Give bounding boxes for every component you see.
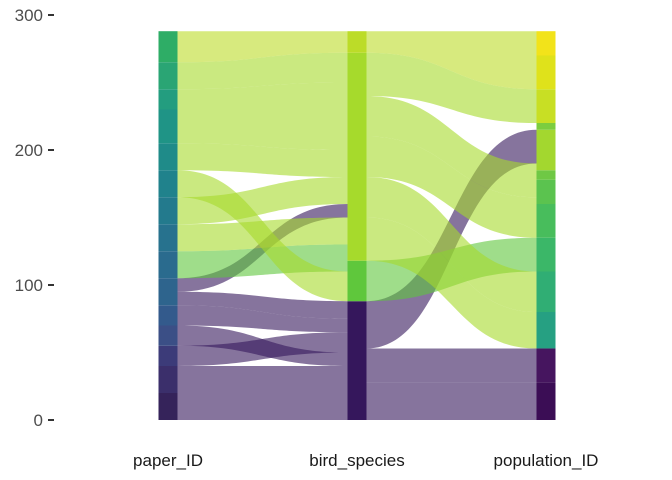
flow-paper-to-species <box>177 393 348 420</box>
x-axis: paper_ID bird_species population_ID <box>133 451 598 470</box>
stratum-paper-ID <box>158 325 178 346</box>
flow-species-to-population <box>366 382 537 420</box>
y-tick-label: 0 <box>34 411 43 430</box>
stratum-paper-ID <box>158 305 178 326</box>
stratum-paper-ID <box>158 197 178 225</box>
y-tick-label: 100 <box>15 276 43 295</box>
strata-group <box>158 31 556 420</box>
stratum-paper-ID <box>158 345 178 366</box>
flow-paper-to-species <box>177 82 348 110</box>
stratum-paper-ID <box>158 62 178 90</box>
stratum-bird-species <box>347 31 367 53</box>
flow-species-to-population <box>366 136 537 238</box>
stratum-population-ID <box>536 382 556 420</box>
flow-species-to-population <box>366 52 537 123</box>
stratum-paper-ID <box>158 366 178 393</box>
flow-paper-to-species <box>177 52 348 90</box>
stratum-bird-species <box>347 260 367 302</box>
flows-left-group <box>177 31 348 420</box>
stratum-population-ID <box>536 123 556 130</box>
stratum-paper-ID <box>158 393 178 420</box>
stratum-population-ID <box>536 31 556 56</box>
flow-species-to-population <box>366 96 537 198</box>
stratum-population-ID <box>536 312 556 349</box>
flow-species-to-population <box>366 177 537 312</box>
y-tick-label: 300 <box>15 6 43 25</box>
flow-species-to-population <box>366 348 537 383</box>
stratum-paper-ID <box>158 251 178 279</box>
flow-paper-to-species <box>177 143 348 177</box>
stratum-paper-ID <box>158 278 178 306</box>
stratum-paper-ID <box>158 109 178 144</box>
x-axis-label: paper_ID <box>133 451 203 470</box>
flow-paper-to-species <box>177 109 348 150</box>
flow-paper-to-species <box>177 305 348 333</box>
stratum-paper-ID <box>158 143 178 171</box>
flow-paper-to-species <box>177 325 348 366</box>
flow-paper-to-species <box>177 170 348 302</box>
stratum-paper-ID <box>158 31 178 63</box>
flow-paper-to-species <box>177 31 348 63</box>
flow-species-to-population <box>366 31 537 90</box>
x-axis-label: bird_species <box>309 451 404 470</box>
flow-species-to-population <box>366 217 537 349</box>
stratum-paper-ID <box>158 170 178 198</box>
x-axis-label: population_ID <box>494 451 599 470</box>
flow-paper-to-species <box>177 291 348 319</box>
stratum-population-ID <box>536 348 556 383</box>
stratum-population-ID <box>536 170 556 180</box>
stratum-population-ID <box>536 237 556 272</box>
stratum-population-ID <box>536 55 556 90</box>
stratum-population-ID <box>536 89 556 123</box>
y-tick-label: 200 <box>15 141 43 160</box>
stratum-bird-species <box>347 52 367 261</box>
flow-paper-to-species <box>177 177 348 225</box>
stratum-population-ID <box>536 129 556 171</box>
stratum-population-ID <box>536 271 556 312</box>
stratum-paper-ID <box>158 224 178 252</box>
y-axis: 0 100 200 300 <box>15 6 54 430</box>
stratum-paper-ID <box>158 89 178 110</box>
flows-right-group <box>366 31 537 420</box>
stratum-bird-species <box>347 301 367 420</box>
stratum-population-ID <box>536 204 556 238</box>
stratum-population-ID <box>536 179 556 204</box>
flow-paper-to-species <box>177 366 348 393</box>
